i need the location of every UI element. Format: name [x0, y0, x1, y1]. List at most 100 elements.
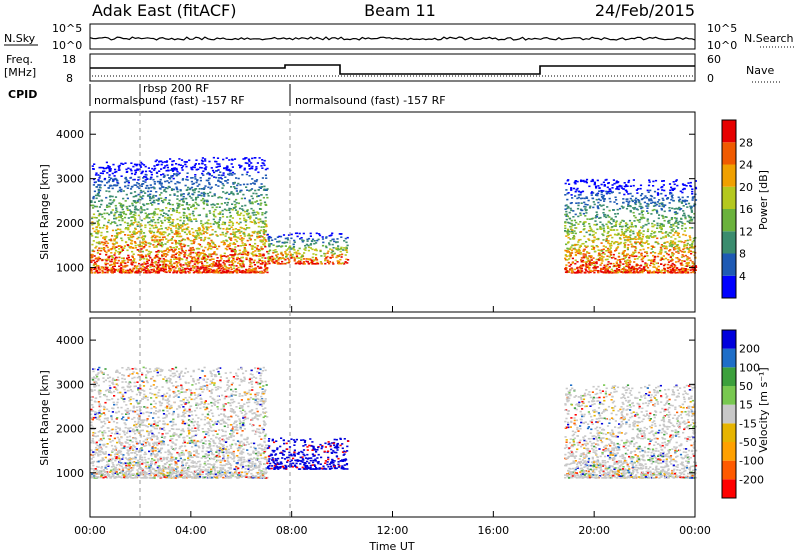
echo-cell: [573, 247, 576, 250]
echo-cell: [243, 217, 246, 220]
echo-cell: [573, 230, 576, 232]
echo-cell: [635, 269, 638, 272]
echo-cell: [189, 218, 193, 221]
echo-cell: [134, 212, 137, 214]
echo-cell: [259, 204, 262, 206]
echo-cell: [593, 247, 596, 249]
echo-cell: [190, 186, 194, 189]
echo-cell: [633, 215, 636, 217]
echo-cell: [602, 190, 605, 192]
echo-cell: [615, 268, 619, 270]
echo-cell: [266, 196, 269, 199]
echo-cell: [615, 261, 618, 263]
echo-cell: [223, 252, 226, 255]
echo-cell: [178, 199, 181, 202]
echo-cell: [589, 205, 592, 208]
echo-cell: [668, 222, 671, 224]
echo-cell: [143, 257, 146, 260]
echo-cell: [610, 240, 614, 243]
echo-cell: [185, 262, 188, 265]
echo-cell: [92, 227, 95, 230]
echo-cell: [607, 182, 610, 185]
echo-cell: [204, 222, 207, 225]
echo-cell: [600, 262, 603, 264]
echo-cell: [666, 233, 669, 236]
echo-cell: [677, 227, 680, 229]
echo-cell: [93, 263, 96, 265]
echo-cell: [655, 262, 658, 265]
echo-cell: [573, 187, 576, 190]
echo-cell: [250, 195, 253, 197]
echo-cell: [158, 216, 161, 219]
echo-cell: [137, 269, 140, 272]
echo-cell: [134, 171, 137, 174]
echo-cell: [113, 199, 116, 201]
echo-cell: [197, 251, 200, 254]
echo-cell: [124, 200, 127, 202]
echo-cell: [113, 214, 116, 217]
echo-cell: [194, 163, 197, 165]
echo-cell: [608, 221, 611, 224]
echo-cell: [120, 264, 123, 267]
echo-cell: [120, 206, 123, 209]
echo-cell: [683, 187, 686, 190]
echo-cell: [107, 268, 110, 271]
echo-cell: [158, 243, 161, 246]
echo-cell: [651, 222, 654, 225]
echo-cell: [622, 198, 625, 200]
echo-cell: [183, 256, 186, 258]
echo-cell: [308, 258, 311, 261]
echo-cell: [319, 250, 322, 253]
echo-cell: [689, 259, 692, 262]
echo-cell: [98, 249, 101, 252]
echo-cell: [150, 224, 153, 227]
echo-cell: [197, 267, 200, 269]
echo-cell: [256, 248, 259, 251]
echo-cell: [638, 221, 641, 223]
echo-cell: [617, 188, 620, 190]
echo-cell: [201, 229, 204, 232]
echo-cell: [592, 262, 595, 264]
echo-cell: [164, 197, 167, 199]
echo-cell: [619, 234, 622, 237]
echo-cell: [209, 191, 212, 194]
echo-cell: [158, 160, 161, 163]
echo-cell: [220, 256, 223, 259]
echo-cell: [115, 242, 119, 244]
echo-cell: [157, 228, 160, 231]
echo-cell: [130, 192, 133, 194]
echo-cell: [158, 267, 161, 270]
echo-cell: [191, 260, 194, 263]
echo-cell: [172, 219, 175, 221]
echo-cell: [634, 242, 638, 245]
echo-cell: [658, 225, 662, 227]
echo-cell: [641, 235, 644, 238]
echo-cell: [218, 196, 221, 198]
echo-cell: [672, 234, 675, 236]
echo-cell: [207, 267, 210, 270]
echo-cell: [142, 177, 145, 179]
echo-cell: [208, 253, 211, 255]
echo-cell: [266, 167, 269, 170]
echo-cell: [223, 167, 226, 169]
echo-cell: [277, 257, 280, 260]
echo-cell: [248, 268, 251, 270]
echo-cell: [596, 205, 599, 207]
echo-cell: [644, 264, 647, 266]
echo-cell: [579, 244, 582, 247]
echo-cell: [321, 244, 325, 247]
echo-cell: [202, 250, 205, 252]
echo-cell: [142, 164, 146, 166]
echo-cell: [640, 210, 644, 212]
echo-cell: [121, 248, 124, 250]
echo-cell: [182, 251, 185, 253]
echo-cell: [609, 245, 612, 247]
echo-cell: [108, 168, 111, 171]
echo-cell: [115, 209, 118, 211]
echo-cell: [198, 229, 201, 232]
echo-cell: [132, 253, 135, 255]
echo-cell: [155, 251, 158, 253]
echo-cell: [202, 226, 205, 228]
echo-cell: [208, 265, 211, 267]
echo-cell: [578, 250, 581, 252]
